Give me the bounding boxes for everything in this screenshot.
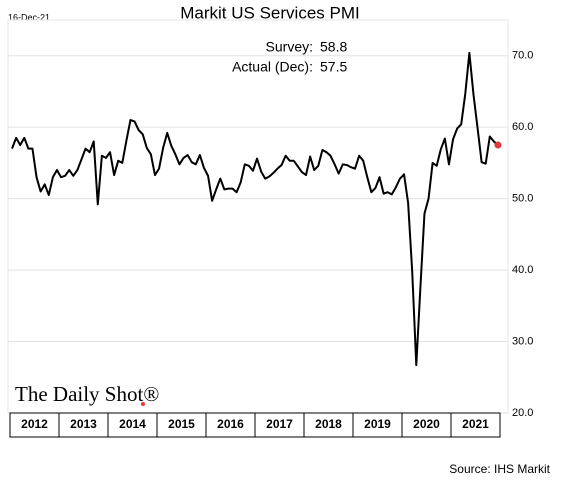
annotation-label: Actual (Dec): <box>232 59 313 75</box>
y-tick-label: 50.0 <box>512 193 533 205</box>
logo-dot <box>141 402 145 406</box>
x-tick-label: 2018 <box>315 417 342 431</box>
y-tick-label: 40.0 <box>512 264 533 276</box>
x-tick-label: 2019 <box>364 417 391 431</box>
annotation-value: 58.8 <box>320 39 347 55</box>
date: 16-Dec-21 <box>8 12 50 22</box>
x-tick-label: 2013 <box>70 417 97 431</box>
y-tick-label: 20.0 <box>512 407 533 419</box>
y-tick-label: 30.0 <box>512 335 533 347</box>
x-tick-label: 2015 <box>168 417 195 431</box>
annotation-value: 57.5 <box>320 59 347 75</box>
data-line <box>11 51 499 367</box>
y-tick-label: 70.0 <box>512 50 533 62</box>
x-tick-label: 2016 <box>217 417 244 431</box>
last-point <box>494 141 502 149</box>
chart-title: Markit US Services PMI <box>180 3 359 22</box>
x-tick-label: 2021 <box>462 417 489 431</box>
x-tick-label: 2020 <box>413 417 440 431</box>
source: Source: IHS Markit <box>449 462 550 476</box>
x-tick-label: 2017 <box>266 417 293 431</box>
logo: The Daily Shot® <box>15 382 159 406</box>
y-tick-label: 60.0 <box>512 121 533 133</box>
annotation-label: Survey: <box>266 39 313 55</box>
x-tick-label: 2012 <box>21 417 48 431</box>
year-box <box>450 412 501 438</box>
x-tick-label: 2014 <box>119 417 146 431</box>
